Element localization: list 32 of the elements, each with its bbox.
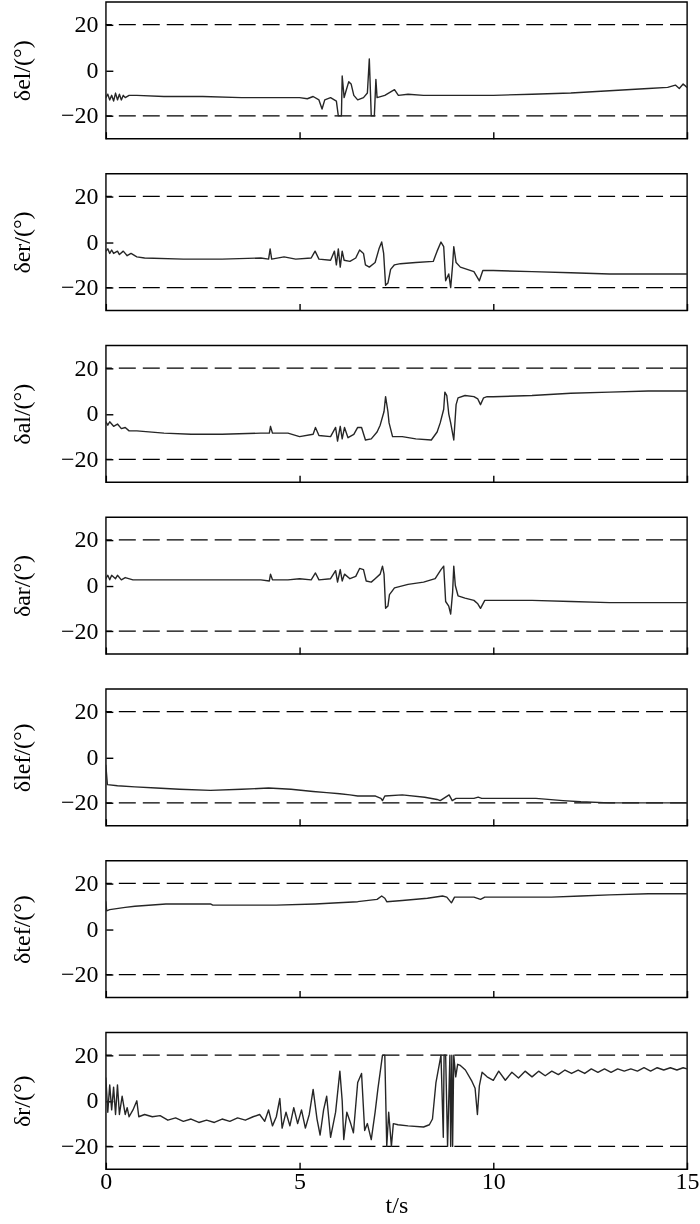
y-tick-label: −20 xyxy=(60,102,99,129)
y-tick-label: 20 xyxy=(74,869,99,896)
y-tick-label: 20 xyxy=(74,698,99,725)
y-tick-label: 20 xyxy=(74,182,99,209)
y-axis-title: δel/(°) xyxy=(8,40,35,102)
y-tick-label: −20 xyxy=(60,961,99,988)
y-tick-label: 0 xyxy=(86,400,99,427)
y-axis-title: δlef/(°) xyxy=(8,723,35,793)
y-tick-label: −20 xyxy=(60,445,99,472)
y-tick-label: 0 xyxy=(86,572,99,599)
x-axis-title: t/s xyxy=(385,1191,409,1218)
y-tick-label: 0 xyxy=(86,56,99,83)
x-tick-label: 5 xyxy=(294,1167,307,1194)
y-tick-label: 20 xyxy=(74,1041,99,1068)
y-tick-label: 0 xyxy=(86,1087,99,1114)
y-tick-label: 20 xyxy=(74,354,99,381)
y-tick-label: −20 xyxy=(60,1132,99,1159)
y-tick-label: −20 xyxy=(60,617,99,644)
y-axis-title: δr/(°) xyxy=(8,1075,35,1128)
x-tick-label: 15 xyxy=(675,1167,700,1194)
y-tick-label: 20 xyxy=(74,11,99,38)
y-tick-label: 20 xyxy=(74,526,99,553)
y-axis-title: δer/(°) xyxy=(8,211,35,274)
y-tick-label: −20 xyxy=(60,789,99,816)
y-tick-label: 0 xyxy=(86,743,99,770)
y-axis-title: δal/(°) xyxy=(8,383,35,445)
x-tick-label: 10 xyxy=(481,1167,506,1194)
y-tick-label: 0 xyxy=(86,915,99,942)
y-axis-title: δtef/(°) xyxy=(8,895,35,964)
y-axis-title: δar/(°) xyxy=(8,554,35,618)
y-tick-label: −20 xyxy=(60,274,99,301)
y-tick-label: 0 xyxy=(86,228,99,255)
